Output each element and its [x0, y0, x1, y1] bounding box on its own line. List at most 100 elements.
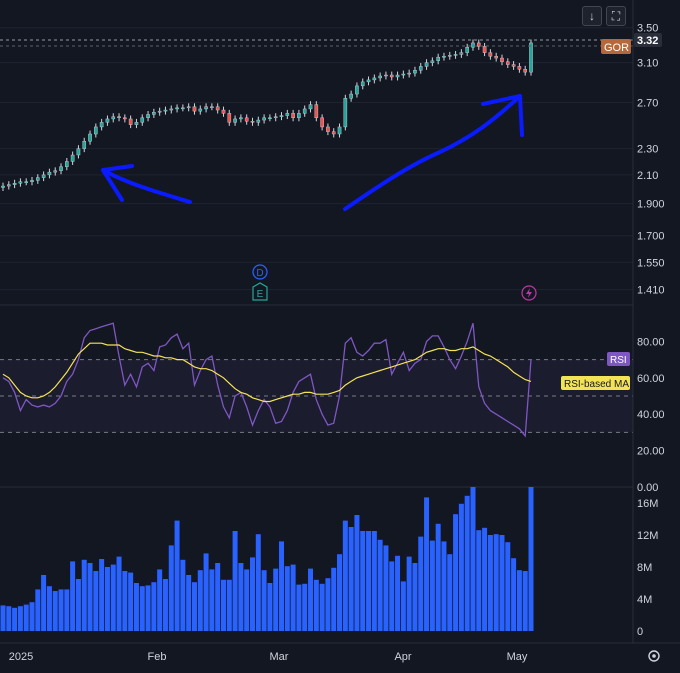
volume-bar: [226, 579, 232, 631]
volume-bar: [139, 586, 145, 631]
candle-body: [204, 106, 208, 110]
volume-bar: [499, 535, 505, 631]
volume-bar: [0, 605, 6, 631]
earnings-marker-label: E: [257, 289, 264, 300]
candle-body: [442, 56, 446, 58]
volume-bar: [12, 607, 18, 631]
time-axis: 2025 Feb Mar Apr May: [9, 651, 528, 663]
candle-body: [250, 120, 255, 123]
candle-body: [389, 74, 394, 78]
candle-body: [239, 117, 243, 120]
candle-body: [378, 75, 382, 79]
last-price-badge: 3.32: [634, 33, 662, 47]
price-tick-label: 1.410: [637, 285, 665, 297]
candle-body: [511, 64, 516, 67]
volume-bar: [215, 563, 221, 631]
time-tick-label: Feb: [148, 651, 167, 663]
volume-tick-label: 0: [637, 626, 643, 638]
rsi-ma-badge-label: RSI-based MA: [564, 379, 629, 390]
candle-body: [70, 154, 75, 162]
candle-body: [24, 181, 29, 183]
candle-body: [297, 113, 301, 119]
price-tick-label: 3.10: [637, 58, 658, 70]
volume-bar: [296, 584, 302, 631]
volume-bar: [174, 520, 180, 631]
volume-bar: [441, 541, 447, 631]
volume-bar: [186, 575, 192, 631]
candle-body: [198, 108, 203, 112]
lightning-icon[interactable]: [521, 285, 537, 301]
annotation-arrow-left: [101, 164, 192, 204]
volume-bar: [232, 531, 238, 631]
volume-bar: [284, 566, 290, 631]
volume-bar: [360, 531, 366, 631]
ticker-badge: GOR: [601, 39, 631, 54]
rsi-tick-label: 20.00: [637, 446, 665, 458]
volume-bar: [151, 582, 157, 631]
dividend-marker-label: D: [256, 268, 263, 279]
rsi-tick-label: 60.00: [637, 373, 665, 385]
candle-body: [169, 108, 174, 111]
volume-tick-label: 4M: [637, 594, 652, 606]
candle-body: [268, 117, 272, 120]
dividend-marker[interactable]: D: [252, 264, 268, 280]
candle-body: [326, 126, 330, 132]
rsi-tick-label: 80.00: [637, 336, 665, 348]
candle-body: [76, 148, 81, 156]
candle-body: [53, 170, 58, 173]
volume-bar: [354, 515, 360, 631]
volume-bar: [383, 545, 389, 631]
fullscreen-button[interactable]: ⛶: [606, 6, 626, 26]
candle-body: [517, 66, 522, 70]
candle-body: [459, 52, 464, 55]
candle-body: [262, 117, 266, 121]
candle-body: [215, 106, 220, 111]
price-tick-label: 1.700: [637, 231, 665, 243]
candle-body: [395, 74, 400, 78]
rsi-ma-line: [2, 342, 532, 403]
candle-body: [88, 133, 92, 142]
candle-body: [134, 122, 139, 125]
volume-bar: [93, 571, 99, 631]
annotation-arrows: [101, 94, 524, 211]
volume-bar: [290, 564, 296, 631]
volume-bar: [52, 591, 58, 631]
earnings-marker[interactable]: E: [252, 282, 268, 301]
candle-body: [123, 117, 127, 120]
volume-bar: [128, 572, 134, 631]
candle-body: [7, 184, 11, 187]
volume-bar: [453, 514, 459, 631]
rsi-ma-badge: RSI-based MA: [561, 376, 630, 390]
volume-bar: [180, 559, 186, 631]
volume-tick-label: 16M: [637, 498, 658, 510]
gear-icon[interactable]: [648, 650, 660, 662]
volume-bar: [267, 583, 273, 631]
candle-body: [30, 180, 34, 182]
candle-body: [111, 116, 116, 120]
candle-body: [447, 55, 452, 57]
volume-bar: [348, 527, 354, 631]
volume-bar: [116, 556, 122, 631]
price-tick-label: 2.70: [637, 97, 658, 109]
volume-bar: [470, 487, 476, 631]
candle-body: [401, 73, 406, 76]
download-button[interactable]: ↓: [582, 6, 602, 26]
volume-bar: [168, 545, 174, 631]
volume-bar: [400, 581, 406, 631]
volume-bar: [6, 606, 12, 631]
candle-body: [465, 47, 469, 53]
candle-body: [337, 126, 342, 135]
price-tick-label: 3.50: [637, 23, 658, 35]
volume-bar: [35, 589, 41, 631]
candle-body: [210, 106, 214, 108]
candle-body: [308, 104, 313, 110]
volume-bar: [197, 570, 203, 631]
annotation-arrow-right: [343, 94, 524, 211]
volume-bar: [58, 589, 64, 631]
volume-bar: [313, 579, 319, 631]
candle-body: [355, 85, 359, 95]
time-tick-label: Mar: [270, 651, 289, 663]
candle-body: [430, 60, 435, 63]
candle-body: [221, 109, 226, 114]
